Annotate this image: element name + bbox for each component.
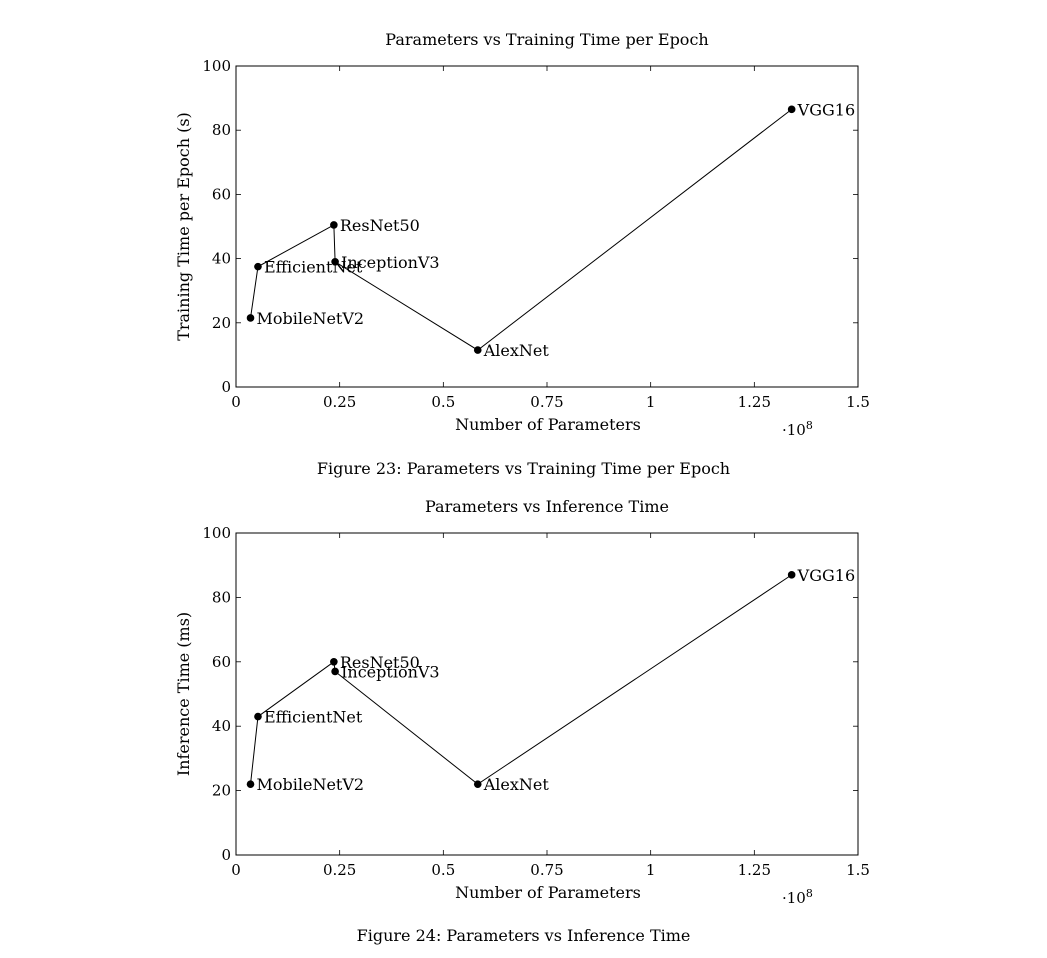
figure-23-caption: Figure 23: Parameters vs Training Time p… (316, 459, 731, 478)
data-point (254, 712, 262, 721)
x-axis-label: Number of Parameters (455, 883, 641, 902)
data-point (254, 262, 262, 271)
y-tick-label: 60 (212, 653, 231, 671)
y-tick-label: 0 (221, 378, 231, 396)
x-axis-label: Number of Parameters (455, 415, 641, 434)
point-label: AlexNet (483, 341, 550, 360)
data-point (331, 667, 339, 676)
x-axis-multiplier: ·108 (782, 887, 813, 907)
x-tick-label: 1.5 (846, 861, 870, 879)
data-point (246, 314, 255, 322)
y-tick-label: 60 (212, 185, 231, 203)
y-tick-label: 0 (221, 846, 231, 864)
y-tick-label: 100 (202, 57, 231, 75)
y-tick-label: 80 (212, 121, 231, 139)
x-tick-label: 0.75 (530, 393, 563, 411)
y-tick-label: 40 (212, 250, 231, 268)
y-tick-label: 40 (212, 717, 231, 735)
x-tick-label: 0 (231, 861, 241, 879)
x-tick-label: 0 (231, 393, 241, 411)
data-point (473, 346, 482, 354)
x-tick-label: 1 (646, 393, 656, 411)
data-point (246, 780, 255, 788)
point-label: EfficientNet (264, 708, 363, 727)
plot-frame (235, 65, 859, 388)
x-tick-label: 0.75 (530, 861, 563, 879)
figure-24-caption: Figure 24: Parameters vs Inference Time (356, 926, 691, 945)
point-label: InceptionV3 (341, 662, 440, 681)
data-point (787, 571, 796, 579)
point-label: InceptionV3 (341, 253, 440, 272)
point-label: VGG16 (797, 100, 855, 119)
chart-inference-time: Parameters vs Inference Time 0 0.25 0.5 0.75… (174, 497, 870, 907)
y-tick-label: 20 (212, 782, 231, 800)
point-label: MobileNetV2 (257, 775, 365, 794)
x-tick-label: 0.25 (323, 393, 356, 411)
y-axis-label: Inference Time (ms) (174, 612, 193, 776)
chart-training-time: Parameters vs Training Time per Epoch 0 0.… (174, 30, 870, 439)
y-tick-label: 100 (202, 524, 231, 542)
series-line (250, 108, 792, 351)
plot-frame (235, 532, 859, 856)
series-line (250, 574, 792, 785)
point-label: VGG16 (797, 566, 855, 585)
data-point (330, 221, 338, 229)
chart-title: Parameters vs Inference Time (425, 497, 669, 516)
point-label: MobileNetV2 (257, 309, 365, 328)
point-label: ResNet50 (340, 216, 420, 235)
data-point (331, 258, 339, 266)
x-tick-label: 1.25 (738, 393, 771, 411)
data-point (330, 658, 338, 666)
chart-title: Parameters vs Training Time per Epoch (385, 30, 708, 49)
x-tick-label: 1.5 (846, 393, 870, 411)
x-tick-label: 1.25 (738, 861, 771, 879)
y-tick-label: 20 (212, 314, 231, 332)
x-tick-label: 0.5 (431, 861, 455, 879)
x-tick-label: 1 (646, 861, 656, 879)
x-tick-label: 0.5 (431, 393, 455, 411)
data-point (473, 780, 482, 788)
point-label: AlexNet (483, 775, 550, 794)
point-label: ResNet50 (340, 653, 420, 672)
y-tick-label: 80 (212, 588, 231, 606)
x-axis-multiplier: ·108 (782, 419, 813, 439)
data-point (787, 105, 796, 114)
y-axis-label: Training Time per Epoch (s) (174, 112, 193, 341)
x-tick-label: 0.25 (323, 861, 356, 879)
